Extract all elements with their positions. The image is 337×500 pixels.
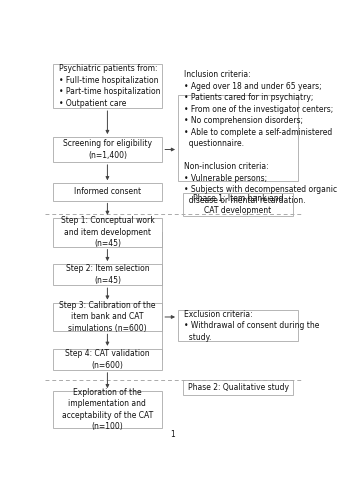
FancyBboxPatch shape bbox=[53, 349, 162, 370]
Text: Psychiatric patients from:
• Full-time hospitalization
• Part-time hospitalizati: Psychiatric patients from: • Full-time h… bbox=[59, 64, 161, 108]
Text: Exclusion criteria:
• Withdrawal of consent during the
  study.: Exclusion criteria: • Withdrawal of cons… bbox=[184, 310, 320, 342]
Text: Screening for eligibility
(n=1,400): Screening for eligibility (n=1,400) bbox=[63, 140, 152, 160]
Text: Exploration of the
implementation and
acceptability of the CAT
(n=100): Exploration of the implementation and ac… bbox=[62, 388, 153, 431]
Text: 1: 1 bbox=[170, 430, 175, 439]
FancyBboxPatch shape bbox=[53, 64, 162, 108]
Text: Inclusion criteria:
• Aged over 18 and under 65 years;
• Patients cared for in p: Inclusion criteria: • Aged over 18 and u… bbox=[184, 70, 337, 206]
FancyBboxPatch shape bbox=[178, 94, 298, 182]
FancyBboxPatch shape bbox=[53, 264, 162, 285]
Text: Step 1: Conceptual work
and item development
(n=45): Step 1: Conceptual work and item develop… bbox=[61, 216, 154, 248]
FancyBboxPatch shape bbox=[53, 183, 162, 200]
Text: Informed consent: Informed consent bbox=[74, 188, 141, 196]
Text: Step 4: CAT validation
(n=600): Step 4: CAT validation (n=600) bbox=[65, 349, 150, 370]
FancyBboxPatch shape bbox=[53, 137, 162, 162]
Text: Phase 2: Qualitative study: Phase 2: Qualitative study bbox=[187, 383, 288, 392]
FancyBboxPatch shape bbox=[53, 391, 162, 428]
FancyBboxPatch shape bbox=[183, 193, 293, 216]
Text: Step 2: Item selection
(n=45): Step 2: Item selection (n=45) bbox=[66, 264, 149, 285]
FancyBboxPatch shape bbox=[53, 218, 162, 246]
Text: Step 3: Calibration of the
item bank and CAT
simulations (n=600): Step 3: Calibration of the item bank and… bbox=[59, 301, 156, 333]
FancyBboxPatch shape bbox=[53, 302, 162, 332]
FancyBboxPatch shape bbox=[183, 380, 293, 395]
FancyBboxPatch shape bbox=[178, 310, 298, 341]
Text: Phase 1: Item bank and
CAT development: Phase 1: Item bank and CAT development bbox=[193, 194, 283, 214]
